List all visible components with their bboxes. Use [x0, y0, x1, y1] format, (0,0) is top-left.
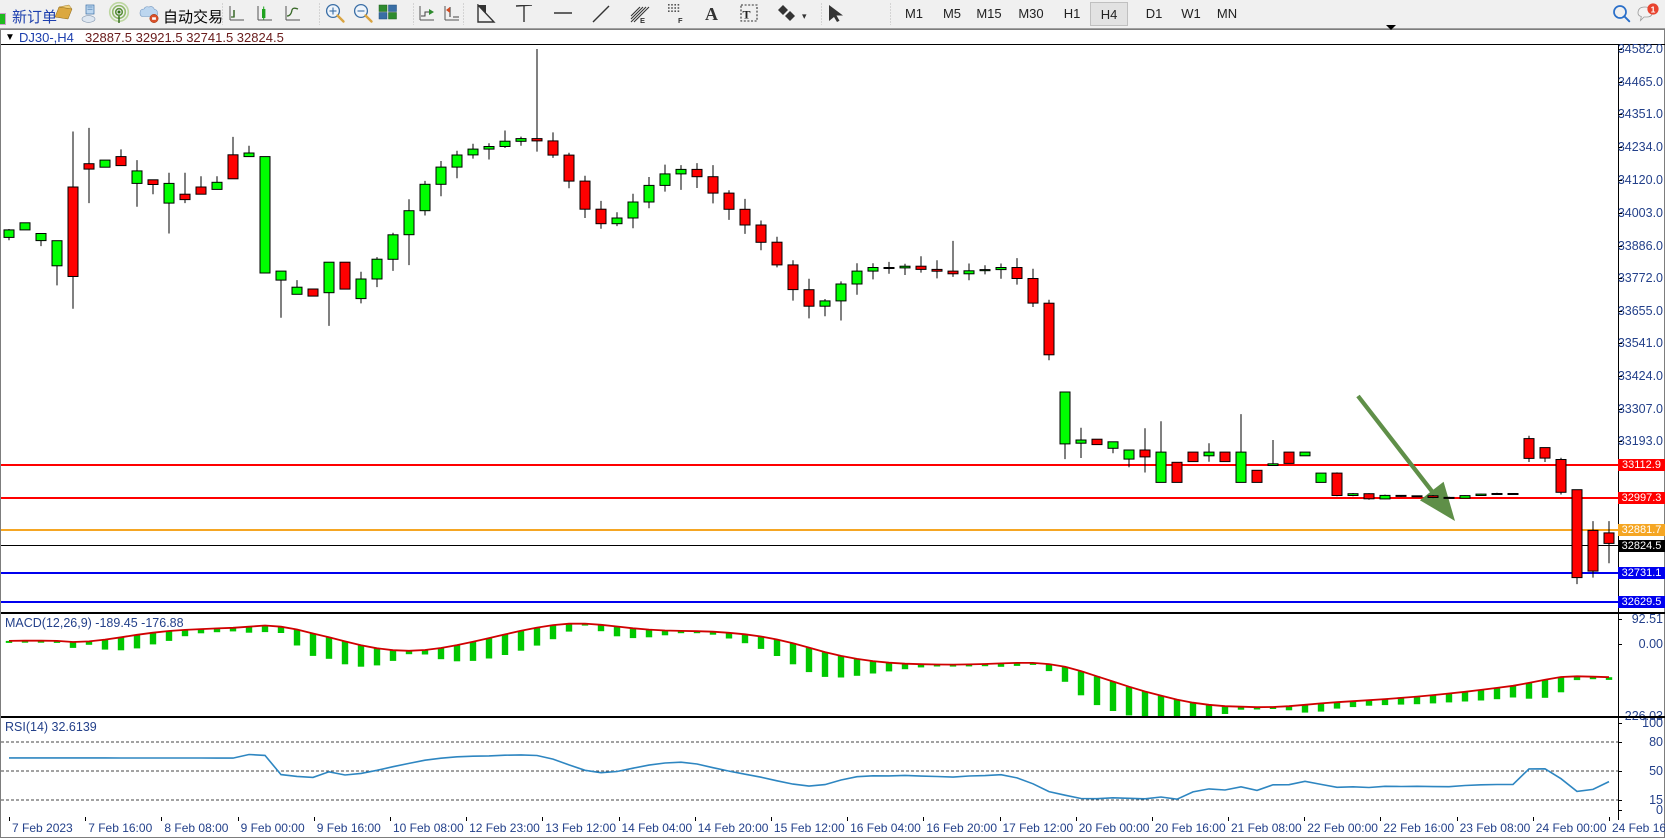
svg-text:E: E: [640, 16, 645, 25]
svg-text:1: 1: [1651, 5, 1656, 15]
svg-text:F: F: [678, 16, 683, 25]
svg-text:T: T: [743, 8, 751, 22]
